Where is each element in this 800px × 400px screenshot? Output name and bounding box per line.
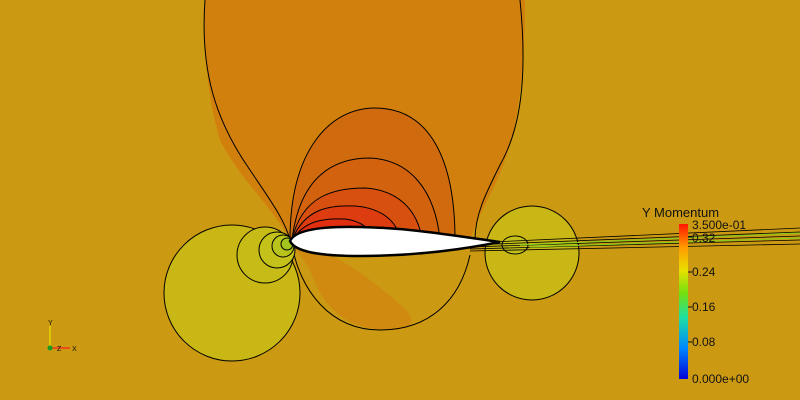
orientation-axes-triad: Y Z X: [47, 320, 77, 353]
upper-lobe-contour-right: [474, 0, 524, 241]
trailing-edge-circle: [484, 205, 580, 301]
upper-lobe-contour: [203, 0, 291, 241]
lower-lobe-contour: [291, 244, 471, 331]
airfoil-shape: [288, 225, 501, 258]
z-axis-label: Z: [57, 346, 62, 353]
lower-lobe-region: [290, 240, 412, 330]
z-axis-dot: [47, 345, 53, 351]
y-axis-label: Y: [48, 320, 53, 327]
wake-highlights: [519, 232, 800, 248]
mid-lobe-contour: [289, 107, 456, 241]
x-axis-label: X: [72, 346, 77, 353]
